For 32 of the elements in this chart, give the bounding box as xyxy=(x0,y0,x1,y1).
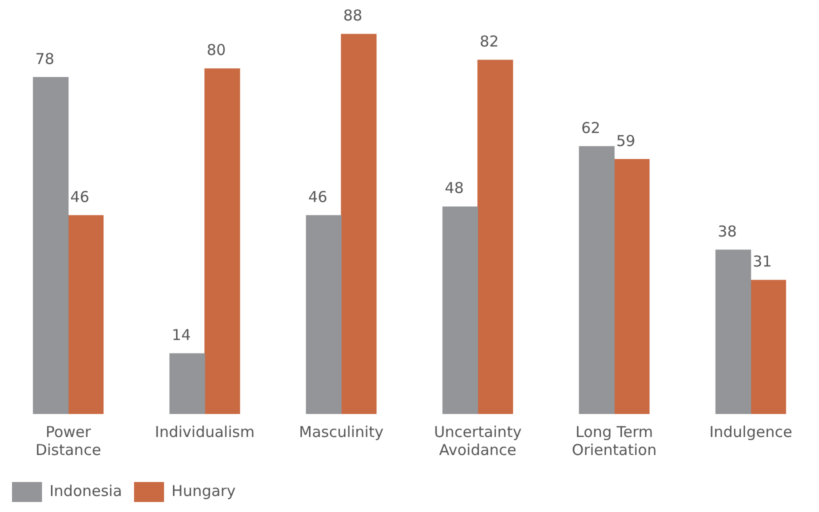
data-label: 48 xyxy=(444,179,464,198)
bar xyxy=(614,159,650,414)
data-label: 38 xyxy=(718,222,737,240)
x-tick-label: Uncertainty Avoidance xyxy=(434,422,522,459)
x-tick-label: Long Term Orientation xyxy=(572,422,657,459)
x-tick-label: Masculinity xyxy=(299,422,384,441)
data-label: 46 xyxy=(70,188,90,206)
bar xyxy=(169,353,206,414)
x-tick-label: Indulgence xyxy=(709,422,792,441)
legend-label: Hungary xyxy=(172,482,236,500)
bar xyxy=(578,146,615,414)
data-label: 14 xyxy=(172,326,191,344)
data-label: 46 xyxy=(308,188,328,206)
data-label: 59 xyxy=(616,132,636,150)
bar xyxy=(715,250,752,414)
bar xyxy=(477,60,514,414)
bar xyxy=(340,34,377,414)
data-label: 80 xyxy=(206,41,226,60)
bar xyxy=(32,77,69,414)
bar xyxy=(306,215,342,414)
data-label: 88 xyxy=(343,6,362,25)
bar xyxy=(68,215,104,414)
legend-label: Indonesia xyxy=(50,482,122,500)
data-label: 78 xyxy=(35,50,54,68)
x-tick-label: Individualism xyxy=(154,422,255,441)
bar xyxy=(442,206,478,414)
bar xyxy=(204,68,240,414)
bar xyxy=(750,280,786,414)
x-tick-label: Power Distance xyxy=(35,422,102,459)
data-label: 62 xyxy=(581,118,600,137)
data-label: 31 xyxy=(752,252,772,271)
data-label: 82 xyxy=(480,32,499,50)
